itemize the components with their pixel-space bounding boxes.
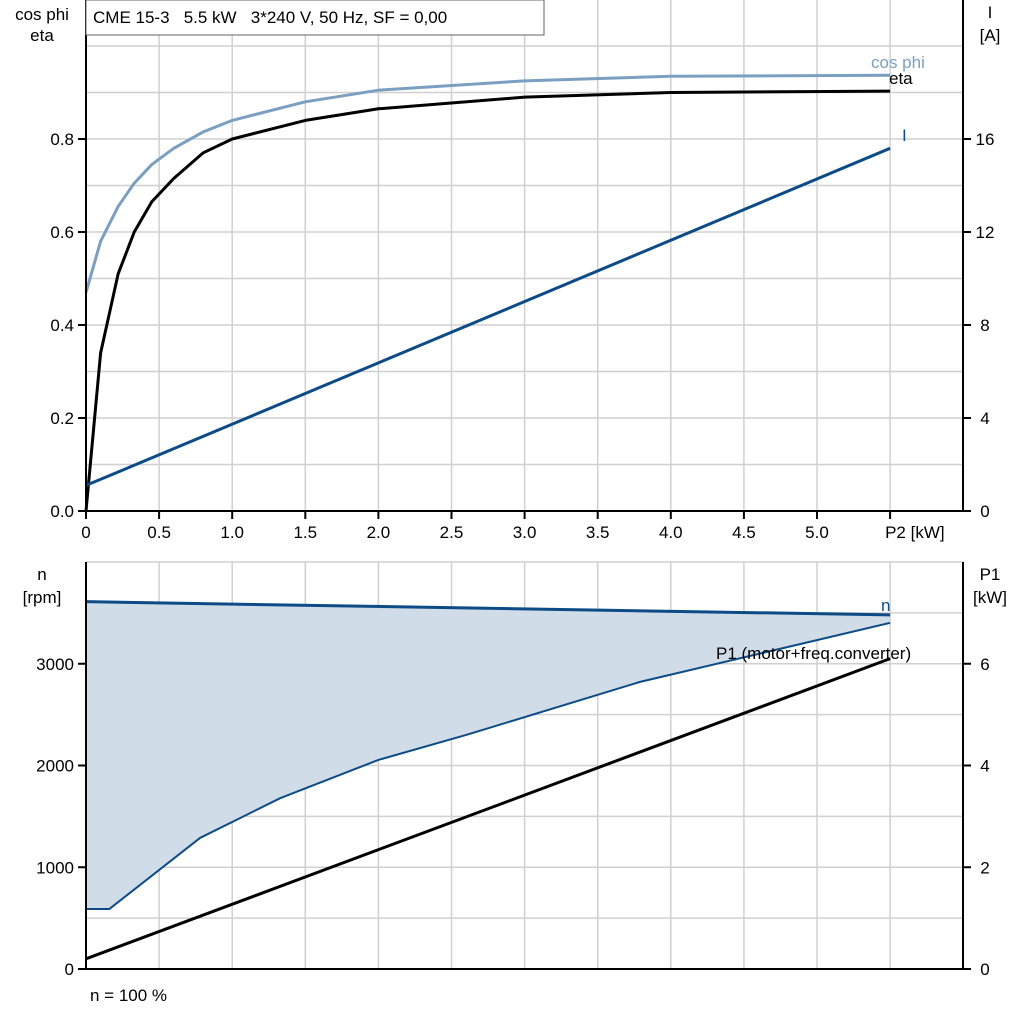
x-tick-label: 1.5 bbox=[293, 523, 317, 542]
series-line-range-min bbox=[86, 621, 891, 910]
y-tick-label-right: 0 bbox=[980, 960, 989, 979]
series-line-p1-motor-freq-converter- bbox=[85, 657, 891, 961]
y-tick-label-right: 12 bbox=[976, 223, 995, 242]
x-axis-label: P2 [kW] bbox=[885, 523, 945, 542]
y-axis-label-left: eta bbox=[30, 26, 54, 45]
x-tick-label: 4.0 bbox=[659, 523, 683, 542]
x-tick-label: 3.0 bbox=[513, 523, 537, 542]
y-axis-label-right: [kW] bbox=[973, 588, 1007, 607]
y-tick-label-right: 8 bbox=[980, 316, 989, 335]
y-tick-label-left: 0.2 bbox=[50, 409, 74, 428]
speed-range-fill bbox=[86, 601, 891, 909]
y-tick-label-left: 1000 bbox=[36, 858, 74, 877]
y-axis-label-left: [rpm] bbox=[23, 588, 62, 607]
y-tick-label-left: 3000 bbox=[36, 655, 74, 674]
y-tick-label-right: 4 bbox=[980, 757, 989, 776]
y-axis-label-left: cos phi bbox=[15, 5, 69, 24]
series-line-eta bbox=[84, 89, 891, 512]
series-line-i bbox=[85, 146, 891, 487]
x-tick-label: 0 bbox=[81, 523, 90, 542]
y-tick-label-right: 2 bbox=[980, 858, 989, 877]
x-tick-label: 1.0 bbox=[220, 523, 244, 542]
y-axis-label-right: P1 bbox=[980, 565, 1001, 584]
y-tick-label-right: 16 bbox=[976, 130, 995, 149]
y-tick-label-left: 0.6 bbox=[50, 223, 74, 242]
series-label-n: n bbox=[881, 596, 890, 615]
series-label-eta: eta bbox=[889, 69, 913, 88]
title-box bbox=[85, 0, 545, 36]
y-tick-label-left: 0.8 bbox=[50, 130, 74, 149]
y-tick-label-right: 6 bbox=[980, 655, 989, 674]
series-label-cos-phi: cos phi bbox=[871, 53, 925, 72]
y-tick-label-left: 0 bbox=[65, 960, 74, 979]
x-tick-label: 3.5 bbox=[586, 523, 610, 542]
y-tick-label-right: 0 bbox=[980, 502, 989, 521]
series-line-cos-phi bbox=[84, 73, 891, 293]
x-tick-label: 2.5 bbox=[440, 523, 464, 542]
footnote: n = 100 % bbox=[90, 986, 167, 1005]
x-tick-label: 5.0 bbox=[805, 523, 829, 542]
y-axis-label-right: [A] bbox=[980, 26, 1001, 45]
y-tick-label-right: 4 bbox=[980, 409, 989, 428]
series-label-i: I bbox=[902, 126, 907, 145]
y-axis-label-left: n bbox=[37, 565, 46, 584]
x-tick-label: 4.5 bbox=[732, 523, 756, 542]
series-line-n bbox=[85, 600, 891, 617]
y-tick-label-left: 2000 bbox=[36, 757, 74, 776]
chart-title: CME 15-3 5.5 kW 3*240 V, 50 Hz, SF = 0,0… bbox=[93, 8, 447, 27]
x-tick-label: 2.0 bbox=[367, 523, 391, 542]
y-tick-label-left: 0.0 bbox=[50, 502, 74, 521]
x-tick-label: 0.5 bbox=[147, 523, 171, 542]
series-label-p1: P1 (motor+freq.converter) bbox=[716, 644, 911, 663]
y-tick-label-left: 0.4 bbox=[50, 316, 74, 335]
y-axis-label-right: I bbox=[988, 3, 993, 22]
